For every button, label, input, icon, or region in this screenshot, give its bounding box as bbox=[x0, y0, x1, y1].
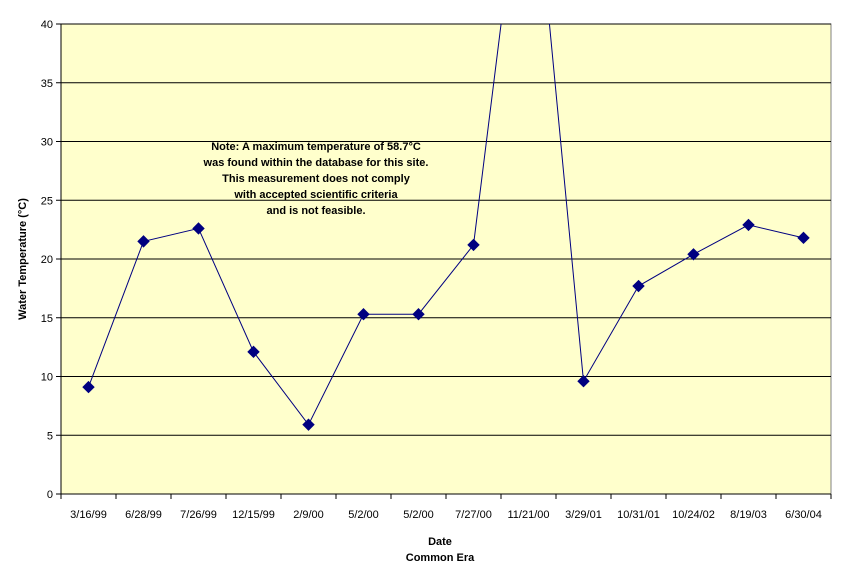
y-tick-label: 25 bbox=[41, 195, 53, 207]
x-tick-label: 7/26/99 bbox=[180, 509, 217, 521]
y-axis-title: Water Temperature (°C) bbox=[17, 198, 29, 320]
y-tick-label: 30 bbox=[41, 137, 53, 149]
data-point bbox=[302, 418, 315, 431]
data-point bbox=[797, 231, 810, 245]
x-tick-label: 2/9/00 bbox=[293, 509, 324, 521]
y-tick-label: 15 bbox=[41, 313, 53, 325]
x-axis-title: Date bbox=[428, 536, 452, 548]
note-line: with accepted scientific criteria bbox=[233, 189, 398, 201]
x-tick-label: 8/19/03 bbox=[730, 509, 767, 521]
data-point bbox=[357, 308, 370, 321]
series-line bbox=[88, 24, 804, 426]
x-tick-label: 3/16/99 bbox=[70, 509, 107, 521]
x-tick-label: 6/30/04 bbox=[785, 509, 822, 521]
y-tick-label: 35 bbox=[41, 78, 53, 90]
x-tick-label: 6/28/99 bbox=[125, 509, 162, 521]
x-axis-subtitle: Common Era bbox=[406, 552, 475, 564]
x-tick-label: 7/27/00 bbox=[455, 509, 492, 521]
data-point bbox=[742, 218, 755, 232]
y-tick-label: 40 bbox=[41, 19, 53, 31]
note-line: This measurement does not comply bbox=[222, 173, 411, 185]
note-line: was found within the database for this s… bbox=[203, 157, 429, 169]
x-tick-label: 12/15/99 bbox=[232, 509, 275, 521]
data-point bbox=[137, 235, 150, 248]
data-point bbox=[82, 380, 95, 394]
y-tick-label: 10 bbox=[41, 372, 53, 384]
note-line: Note: A maximum temperature of 58.7°C bbox=[211, 141, 421, 153]
y-tick-label: 5 bbox=[47, 430, 53, 442]
data-point bbox=[412, 308, 425, 321]
x-tick-label: 3/29/01 bbox=[565, 509, 602, 521]
note-line: and is not feasible. bbox=[266, 205, 365, 217]
data-point bbox=[192, 222, 205, 235]
data-point bbox=[632, 279, 645, 293]
x-tick-label: 5/2/00 bbox=[348, 509, 379, 521]
x-tick-label: 11/21/00 bbox=[507, 509, 549, 521]
data-point bbox=[467, 238, 480, 252]
x-tick-label: 5/2/00 bbox=[403, 509, 434, 521]
data-point bbox=[577, 374, 590, 388]
data-point bbox=[247, 345, 260, 359]
y-tick-label: 20 bbox=[41, 254, 53, 266]
y-tick-label: 0 bbox=[47, 489, 53, 501]
x-tick-label: 10/31/01 bbox=[617, 509, 660, 521]
data-point bbox=[687, 248, 700, 261]
x-tick-label: 10/24/02 bbox=[672, 509, 715, 521]
